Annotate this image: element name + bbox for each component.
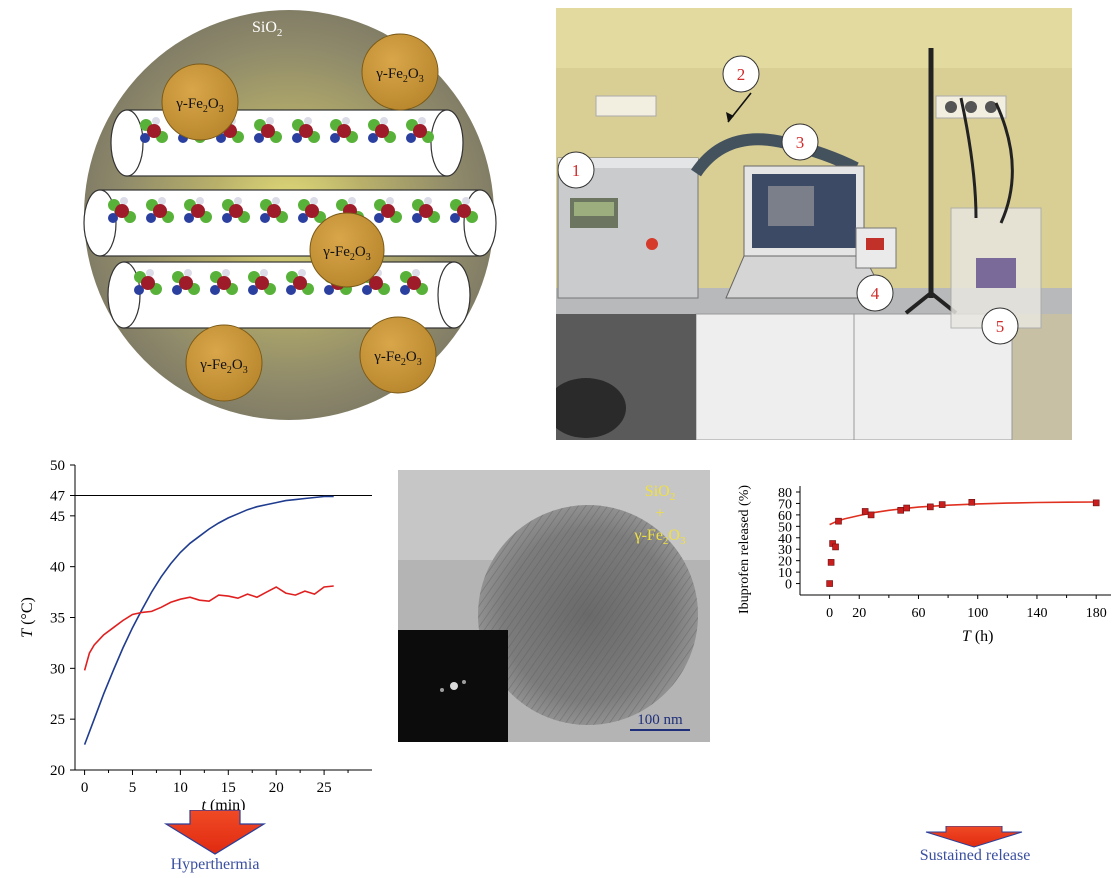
y-tick-label: 60: [778, 509, 792, 524]
svg-text:2: 2: [737, 65, 746, 84]
data-point: [938, 501, 946, 508]
y-tick-label: 40: [778, 532, 792, 547]
nanoparticle: γ-Fe2O3: [359, 316, 437, 394]
setup-photo: 1 2 3 4 5: [556, 8, 1072, 440]
svg-text:5: 5: [996, 317, 1005, 336]
x-tick-label: 100: [967, 606, 988, 621]
nanoparticle: γ-Fe2O3: [361, 33, 439, 111]
x-tick-label: 25: [317, 780, 332, 796]
nanoparticle: γ-Fe2O3: [161, 63, 239, 141]
y-tick-label: 30: [778, 543, 792, 558]
y-tick-label: 10: [778, 566, 792, 581]
y-tick-label: 35: [50, 611, 65, 627]
x-tick-label: 5: [129, 780, 137, 796]
x-tick-label: 20: [269, 780, 284, 796]
y-tick-label: 50: [778, 520, 792, 535]
hyperthermia-arrow: [163, 810, 267, 855]
hyperthermia-caption: Hyperthermia: [170, 856, 260, 873]
y-tick-label: 80: [778, 486, 792, 501]
svg-text:3: 3: [796, 133, 805, 152]
data-point: [835, 517, 842, 525]
y-tick-label: 20: [778, 555, 792, 570]
data-point: [832, 543, 839, 551]
nanoparticle: γ-Fe2O3: [309, 212, 385, 288]
x-tick-label: 60: [911, 606, 925, 621]
data-point: [968, 498, 976, 506]
svg-text:γ-Fe2O3: γ-Fe2O3: [175, 96, 223, 115]
data-point: [1092, 499, 1100, 507]
tem-label: SiO2: [645, 483, 675, 503]
y-tick-label: 70: [778, 497, 792, 512]
silica-label: SiO2: [252, 19, 282, 39]
y-tick-label: 20: [50, 763, 65, 779]
sustained-release-arrow: [925, 826, 1023, 848]
x-tick-label: 0: [81, 780, 89, 796]
marker-3: 3: [781, 123, 819, 161]
svg-text:γ-Fe2O3: γ-Fe2O3: [375, 66, 423, 85]
svg-text:γ-Fe2O3: γ-Fe2O3: [322, 244, 370, 263]
series-line-1: [83, 585, 334, 671]
x-tick-label: 15: [221, 780, 236, 796]
y-tick-label: 30: [50, 661, 65, 677]
x-tick-label: 10: [173, 780, 188, 796]
marker-2: 2: [722, 55, 760, 93]
marker-5: 5: [981, 307, 1019, 345]
svg-text:+: +: [655, 505, 664, 522]
tem-image: SiO2 + γ-Fe2O3 100 nm: [398, 470, 710, 742]
data-point: [897, 507, 905, 514]
sustained-release-caption: Sustained release: [919, 847, 1031, 864]
data-point: [826, 580, 833, 587]
x-axis-label: t (min): [202, 797, 246, 810]
y-tick-label: 45: [50, 509, 65, 525]
svg-text:γ-Fe2O3: γ-Fe2O3: [634, 527, 686, 547]
data-point: [861, 508, 869, 515]
data-point: [827, 559, 835, 566]
svg-text:γ-Fe2O3: γ-Fe2O3: [373, 349, 421, 368]
x-tick-label: 140: [1026, 606, 1047, 621]
x-tick-label: 0: [826, 606, 833, 621]
scale-bar-label: 100 nm: [637, 712, 683, 728]
svg-text:4: 4: [871, 284, 880, 303]
schematic-diagram: SiO2 γ-Fe2O3 γ-Fe2O3 γ-Fe2O3 γ-Fe2O3 γ-F…: [83, 10, 497, 420]
x-tick-label: 180: [1086, 606, 1107, 621]
svg-text:γ-Fe2O3: γ-Fe2O3: [199, 357, 247, 376]
svg-text:1: 1: [572, 161, 581, 180]
x-tick-label: 20: [852, 606, 866, 621]
data-point: [927, 503, 934, 511]
marker-1: 1: [557, 151, 595, 189]
data-point: [867, 511, 875, 519]
temperature-chart: 20 25 30 35 40 45 47 50 0 5 10 15 20 25 t (min) T (°C): [19, 458, 372, 810]
fit-curve: [829, 501, 1097, 526]
y-tick-label: 50: [50, 458, 65, 474]
pore-channel: [83, 189, 497, 257]
nanoparticle: γ-Fe2O3: [185, 324, 263, 402]
y-tick-label: 47: [50, 489, 66, 505]
y-tick-label: 40: [50, 560, 65, 576]
series-line-0: [83, 495, 334, 745]
data-point: [903, 504, 910, 512]
y-axis-label: T (°C): [19, 597, 36, 638]
x-axis-label: T (h): [962, 628, 994, 645]
marker-4: 4: [856, 274, 894, 312]
y-tick-label: 0: [785, 578, 792, 593]
y-axis-label: Ibuprofen released (%): [737, 485, 752, 614]
y-tick-label: 25: [50, 712, 65, 728]
